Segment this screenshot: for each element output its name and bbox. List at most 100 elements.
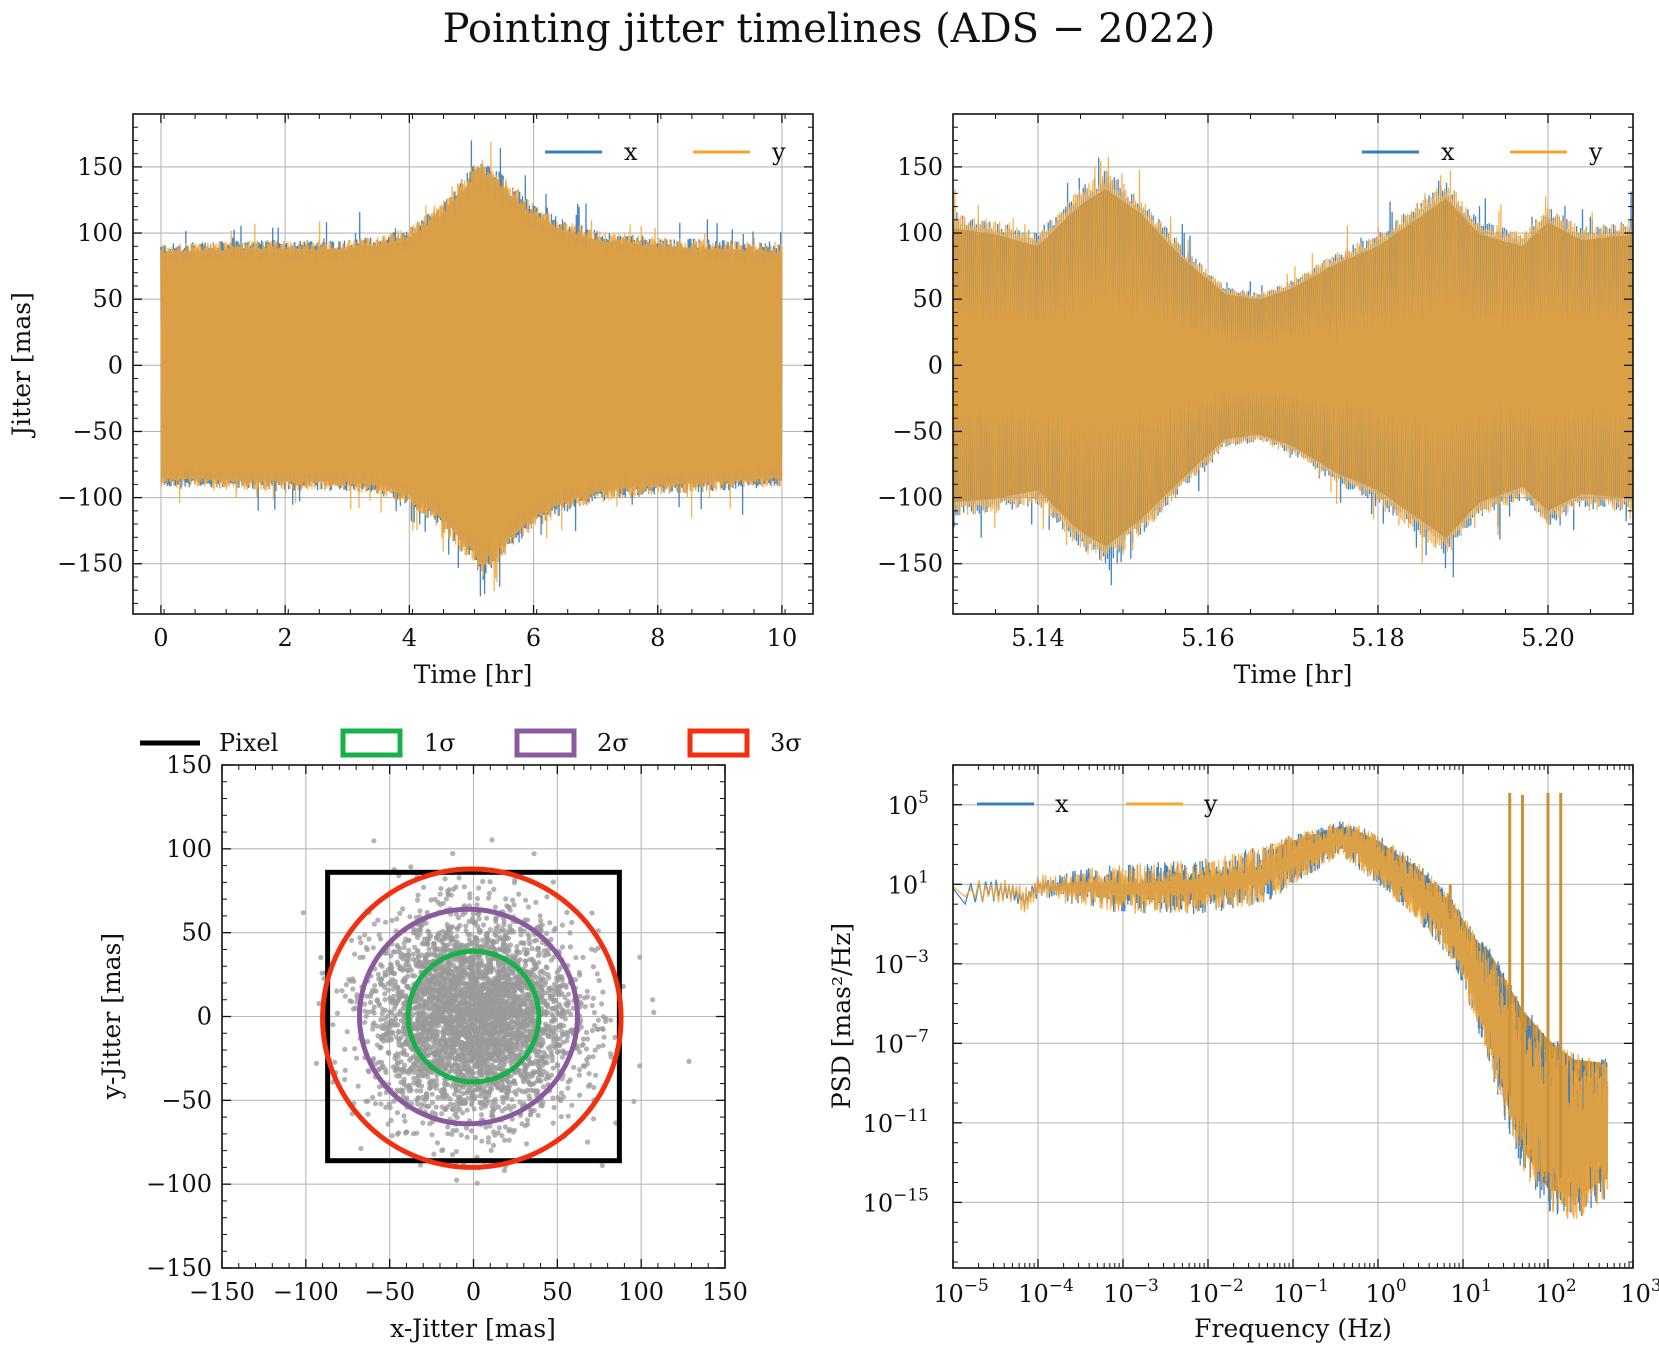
scatter-point xyxy=(477,1093,483,1099)
scatter-point xyxy=(394,1110,400,1116)
scatter-point xyxy=(518,1002,524,1008)
timeline-full-legend: x y xyxy=(545,138,786,166)
scatter-point xyxy=(483,1052,489,1058)
scatter-point xyxy=(511,1089,518,1095)
scatter-point xyxy=(540,1059,546,1065)
scatter-point xyxy=(470,963,476,970)
scatter-point xyxy=(556,992,563,998)
scatter-point xyxy=(418,1088,424,1094)
scatter-point xyxy=(334,1010,341,1017)
x-tick-label: 10 xyxy=(767,624,798,652)
scatter-point xyxy=(463,1125,470,1131)
scatter-point xyxy=(399,993,405,999)
scatter-point xyxy=(459,1110,466,1116)
scatter-point xyxy=(424,1066,430,1072)
scatter-point xyxy=(552,1005,558,1012)
scatter-point xyxy=(498,1079,505,1085)
scatter-point xyxy=(473,991,479,998)
scatter-point xyxy=(420,1120,426,1126)
x-tick-label: 5.20 xyxy=(1521,624,1574,652)
scatter-point xyxy=(577,1049,583,1055)
scatter-point xyxy=(378,1101,384,1107)
legend-3sigma-swatch xyxy=(687,728,750,758)
scatter-point xyxy=(395,1060,401,1066)
scatter-point xyxy=(404,984,410,990)
scatter-point xyxy=(479,986,485,992)
scatter-point xyxy=(437,902,443,908)
scatter-point xyxy=(504,1075,510,1081)
scatter-point xyxy=(548,1051,554,1057)
scatter-point xyxy=(579,1042,585,1048)
timeline-full-ticks: 0 2 4 6 8 10 −150 −100 −50 0 50 100 150 xyxy=(57,114,813,652)
y-tick-label: 10−11 xyxy=(863,1106,929,1138)
scatter-point xyxy=(385,981,391,987)
scatter-point xyxy=(544,965,550,971)
scatter-point xyxy=(469,1102,475,1108)
scatter-point xyxy=(493,1041,499,1047)
scatter-point xyxy=(506,1128,512,1134)
scatter-point xyxy=(484,1064,490,1070)
scatter-point xyxy=(529,946,535,952)
scatter-point xyxy=(401,945,407,951)
scatter-point xyxy=(431,973,437,980)
y-tick-label: 101 xyxy=(888,867,929,899)
scatter-point xyxy=(560,1039,566,1045)
scatter-point xyxy=(494,1065,500,1071)
scatter-point xyxy=(436,1016,443,1022)
scatter-point xyxy=(474,1011,480,1018)
scatter-point xyxy=(414,1019,420,1025)
scatter-point xyxy=(452,1112,458,1118)
scatter-point xyxy=(557,1004,563,1010)
scatter-point xyxy=(541,1049,547,1055)
scatter-point xyxy=(535,953,541,959)
legend-y-label: y xyxy=(771,138,786,166)
x-tick-label: 10−2 xyxy=(1188,1276,1244,1308)
scatter-point xyxy=(389,1133,395,1139)
scatter-point xyxy=(439,1147,445,1154)
scatter-point xyxy=(424,909,430,915)
scatter-point xyxy=(464,1090,470,1096)
scatter-point xyxy=(365,1039,371,1045)
scatter-point xyxy=(537,969,543,975)
scatter-point xyxy=(518,932,524,938)
scatter-point xyxy=(434,981,440,988)
scatter-point xyxy=(487,879,493,885)
scatter-point xyxy=(474,1024,480,1030)
scatter-point xyxy=(497,983,503,990)
scatter-point xyxy=(508,1106,514,1112)
scatter-point xyxy=(493,1019,499,1025)
scatter-point xyxy=(389,917,395,924)
legend-x-label: x xyxy=(1055,790,1069,818)
scatter-point xyxy=(476,954,482,960)
scatter-point xyxy=(453,943,459,949)
x-tick-label: 6 xyxy=(526,624,541,652)
scatter-point xyxy=(547,920,553,926)
scatter-point xyxy=(461,960,467,966)
jitter-scatter-panel: −150 −100 −50 0 50 100 150 −150 −100 −50 0 50 100 150… xyxy=(97,728,802,1343)
scatter-legend: Pixel 1σ 2σ 3σ xyxy=(140,728,802,758)
y-tick-label: −100 xyxy=(146,1170,212,1198)
scatter-point xyxy=(411,1080,417,1086)
scatter-point xyxy=(446,969,452,976)
scatter-point xyxy=(382,997,388,1003)
y-tick-label: −100 xyxy=(877,484,943,512)
scatter-point xyxy=(589,1027,596,1034)
scatter-point xyxy=(438,971,444,977)
scatter-point xyxy=(493,916,499,922)
scatter-point xyxy=(375,1033,381,1039)
scatter-point xyxy=(467,895,473,901)
scatter-point xyxy=(538,983,544,989)
scatter-point xyxy=(419,1069,425,1075)
scatter-point xyxy=(487,1083,493,1089)
scatter-point xyxy=(524,1117,531,1123)
scatter-ticks: −150 −100 −50 0 50 100 150 −150 −100 −50 0 50 100 150 xyxy=(146,751,748,1306)
scatter-point xyxy=(430,1079,436,1085)
y-tick-label: 100 xyxy=(897,219,943,247)
scatter-point xyxy=(549,996,556,1002)
scatter-point xyxy=(537,926,543,933)
scatter-point xyxy=(637,1063,643,1069)
scatter-point xyxy=(358,1145,364,1152)
x-tick-label: 101 xyxy=(1450,1276,1491,1308)
scatter-point xyxy=(439,1104,445,1110)
